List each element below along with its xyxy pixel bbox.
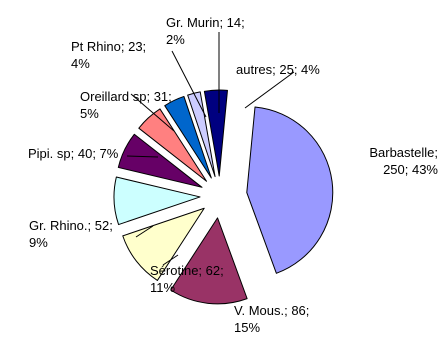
data-label-autres: autres; 25; 4%: [236, 62, 320, 77]
data-label-line: V. Mous.; 86;: [234, 303, 309, 318]
leader-line-serotine: [162, 254, 179, 266]
pie-slice-v-mous: [170, 217, 248, 305]
data-label-serotine: Sérotine; 62; 11%: [150, 263, 224, 295]
data-label-line: Pipi. sp; 40; 7%: [28, 146, 119, 161]
data-label-line: 5%: [80, 106, 99, 121]
slices-layer: [113, 89, 334, 305]
data-labels: Barbastelle; 250; 43% V. Mous.; 86; 15% Séro…: [28, 15, 438, 335]
pie-slice-pipi-sp: [117, 133, 203, 188]
pie-slice-barbastelle: [246, 106, 334, 274]
pie-slice-autres: [203, 89, 228, 177]
leader-line-oreillard-sp: [130, 93, 175, 132]
data-label-line: 250; 43%: [383, 162, 438, 177]
data-label-line: 4%: [71, 56, 90, 71]
leader-line-pt-rhino: [171, 50, 207, 118]
data-label-pipi-sp: Pipi. sp; 40; 7%: [28, 146, 119, 161]
data-label-barbastelle: Barbastelle; 250; 43%: [369, 145, 438, 177]
data-label-gr-murin: Gr. Murin; 14; 2%: [166, 15, 245, 47]
pie-slice-gr-rhino: [113, 176, 201, 226]
data-label-line: Oreillard sp; 31;: [80, 89, 172, 104]
pie-slice-oreillard-sp: [138, 108, 208, 182]
data-label-line: 11%: [150, 280, 175, 295]
data-label-line: 2%: [166, 32, 185, 47]
data-label-line: Gr. Murin; 14;: [166, 15, 245, 30]
pie-slice-serotine: [122, 207, 205, 281]
data-label-line: Pt Rhino; 23;: [71, 39, 146, 54]
data-label-line: 9%: [29, 235, 48, 250]
data-label-oreillard-sp: Oreillard sp; 31; 5%: [80, 89, 172, 121]
leader-lines: [126, 32, 295, 266]
data-label-line: Sérotine; 62;: [150, 263, 224, 278]
leader-line-gr-rhino: [135, 225, 154, 238]
pie-slice-pt-rhino: [164, 95, 212, 179]
data-label-line: 15%: [234, 320, 260, 335]
data-label-gr-rhino: Gr. Rhino.; 52; 9%: [29, 218, 113, 250]
data-label-line: autres; 25; 4%: [236, 62, 320, 77]
data-label-line: Gr. Rhino.; 52;: [29, 218, 113, 233]
data-label-pt-rhino: Pt Rhino; 23; 4%: [71, 39, 146, 71]
leader-line-autres: [244, 71, 295, 109]
data-label-line: Barbastelle;: [369, 145, 438, 160]
leader-line-pipi-sp: [126, 155, 159, 158]
data-label-v-mous: V. Mous.; 86; 15%: [234, 303, 309, 335]
